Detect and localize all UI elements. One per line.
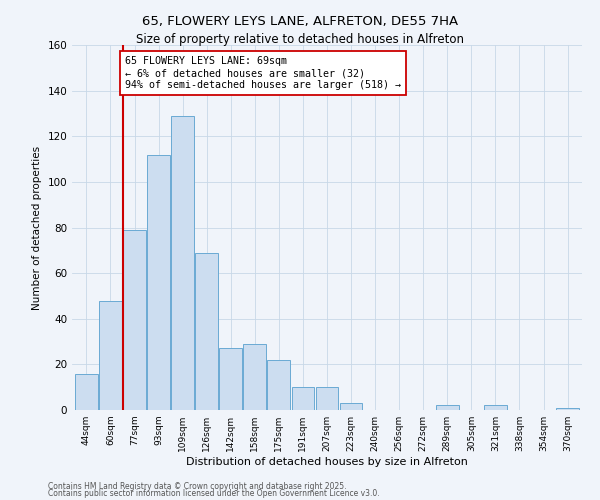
Text: 65 FLOWERY LEYS LANE: 69sqm
← 6% of detached houses are smaller (32)
94% of semi: 65 FLOWERY LEYS LANE: 69sqm ← 6% of deta…	[125, 56, 401, 90]
Bar	[147, 154, 170, 410]
Y-axis label: Number of detached properties: Number of detached properties	[32, 146, 42, 310]
Bar	[123, 230, 146, 410]
Text: Contains HM Land Registry data © Crown copyright and database right 2025.: Contains HM Land Registry data © Crown c…	[48, 482, 347, 491]
Text: 65, FLOWERY LEYS LANE, ALFRETON, DE55 7HA: 65, FLOWERY LEYS LANE, ALFRETON, DE55 7H…	[142, 15, 458, 28]
X-axis label: Distribution of detached houses by size in Alfreton: Distribution of detached houses by size …	[186, 457, 468, 467]
Bar	[268, 360, 290, 410]
Bar	[484, 406, 507, 410]
Bar	[195, 252, 218, 410]
Bar	[316, 387, 338, 410]
Bar	[99, 300, 122, 410]
Bar	[244, 344, 266, 410]
Bar	[292, 387, 314, 410]
Bar	[436, 406, 459, 410]
Text: Contains public sector information licensed under the Open Government Licence v3: Contains public sector information licen…	[48, 489, 380, 498]
Bar	[171, 116, 194, 410]
Bar	[556, 408, 579, 410]
Text: Size of property relative to detached houses in Alfreton: Size of property relative to detached ho…	[136, 32, 464, 46]
Bar	[340, 403, 362, 410]
Bar	[75, 374, 98, 410]
Bar	[220, 348, 242, 410]
